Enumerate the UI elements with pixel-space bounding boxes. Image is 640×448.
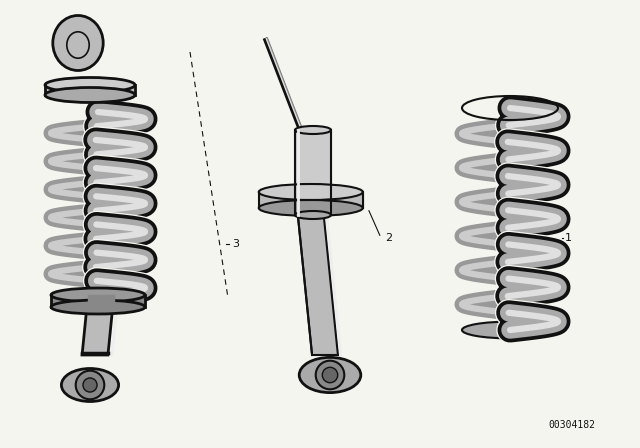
Ellipse shape [295, 126, 331, 134]
Ellipse shape [51, 300, 145, 314]
Ellipse shape [52, 16, 103, 70]
Text: 1: 1 [565, 233, 572, 243]
Ellipse shape [51, 288, 145, 302]
Ellipse shape [259, 200, 363, 216]
Ellipse shape [61, 369, 118, 401]
Circle shape [316, 361, 344, 389]
Ellipse shape [259, 184, 363, 200]
Text: 00304182: 00304182 [548, 420, 595, 430]
Polygon shape [298, 215, 338, 355]
Circle shape [83, 378, 97, 392]
Ellipse shape [45, 78, 135, 92]
Circle shape [76, 370, 104, 399]
Text: 2: 2 [385, 233, 392, 243]
Ellipse shape [45, 87, 135, 103]
Ellipse shape [462, 322, 558, 338]
Text: 3: 3 [232, 239, 239, 249]
Polygon shape [82, 295, 114, 355]
Ellipse shape [300, 358, 361, 392]
Ellipse shape [295, 211, 331, 219]
Circle shape [323, 367, 338, 383]
